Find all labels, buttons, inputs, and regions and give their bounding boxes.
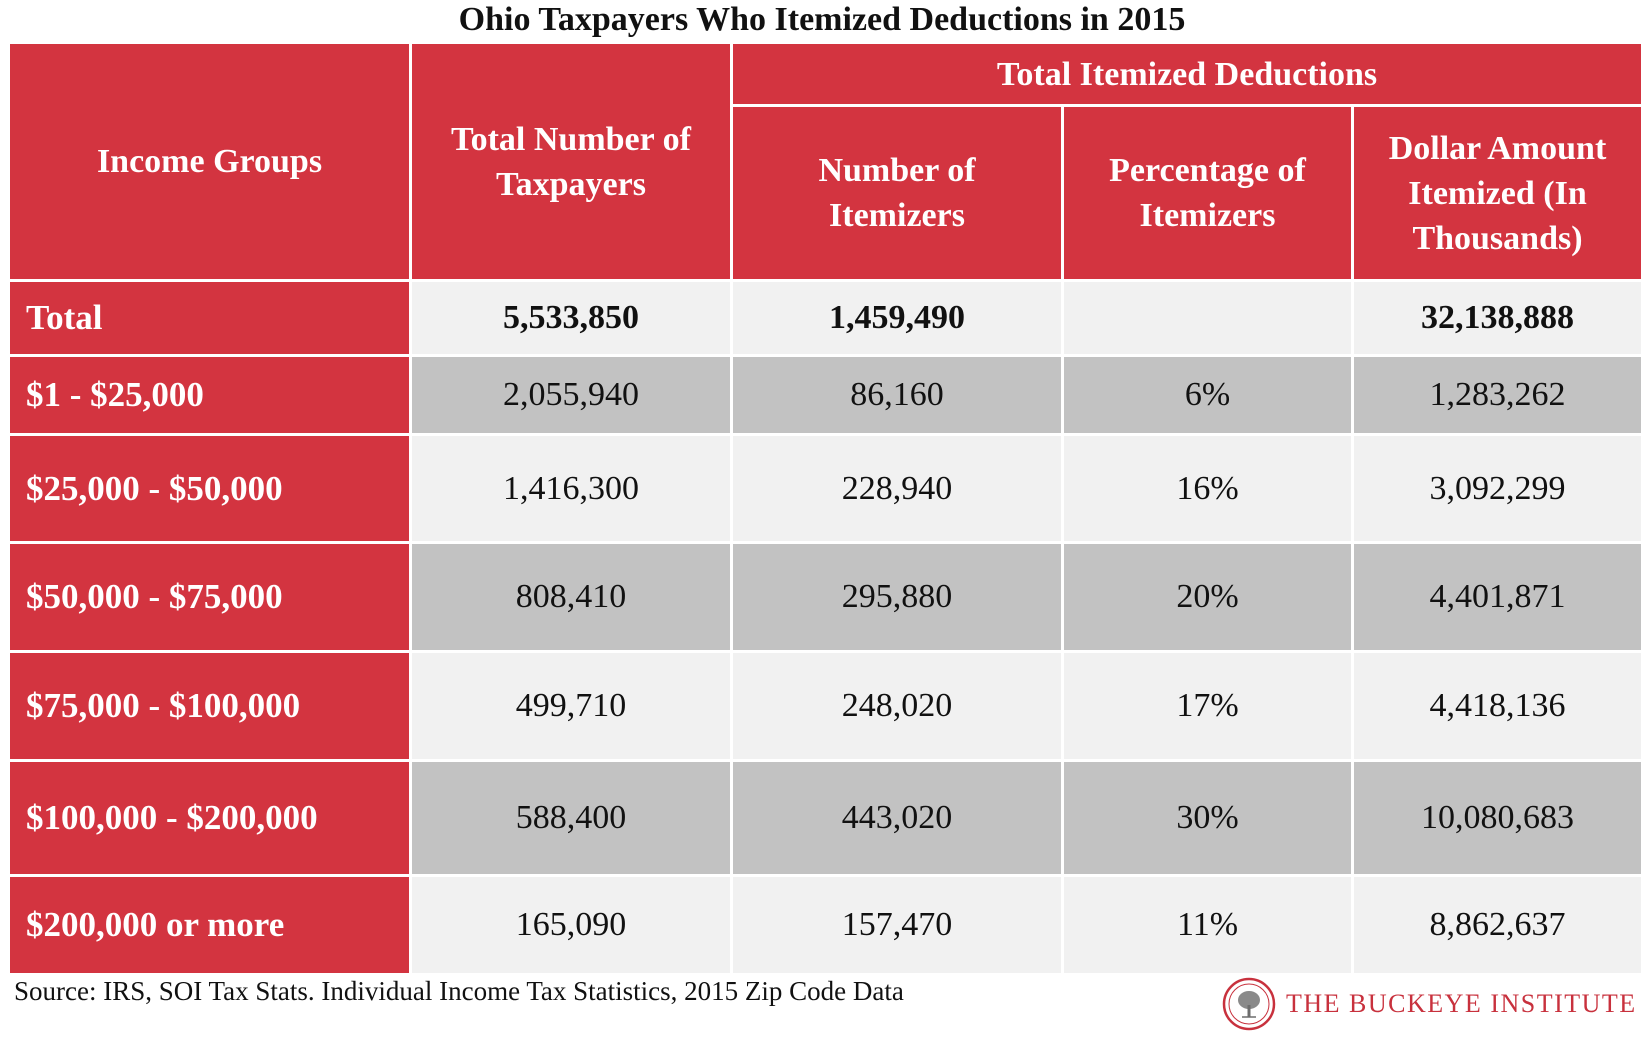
row-label-income-group: $50,000 - $75,000 (10, 544, 409, 650)
table-title: Ohio Taxpayers Who Itemized Deductions i… (458, 1, 1186, 38)
source-note: Source: IRS, SOI Tax Stats. Individual I… (14, 976, 904, 1006)
cell-itemizers: 295,880 (733, 544, 1061, 650)
cell-total-itemizers: 1,459,490 (733, 282, 1061, 354)
cell-taxpayers: 499,710 (412, 653, 730, 759)
cell-percent: 20% (1064, 544, 1351, 650)
cell-amount: 8,862,637 (1354, 877, 1641, 973)
cell-percent: 11% (1064, 877, 1351, 973)
cell-amount: 4,418,136 (1354, 653, 1641, 759)
cell-total-amount: 32,138,888 (1354, 282, 1641, 354)
cell-itemizers: 228,940 (733, 436, 1061, 541)
itemized-deductions-table: Income Groups Total Number of Taxpayers … (10, 44, 1641, 973)
cell-amount: 3,092,299 (1354, 436, 1641, 541)
cell-itemizers: 248,020 (733, 653, 1061, 759)
cell-amount: 1,283,262 (1354, 357, 1641, 433)
cell-amount: 4,401,871 (1354, 544, 1641, 650)
row-label-income-group: $200,000 or more (10, 877, 409, 973)
cell-itemizers: 86,160 (733, 357, 1061, 433)
cell-percent: 6% (1064, 357, 1351, 433)
cell-taxpayers: 1,416,300 (412, 436, 730, 541)
header-total-taxpayers: Total Number of Taxpayers (412, 44, 730, 279)
cell-total-percent (1064, 282, 1351, 354)
cell-itemizers: 157,470 (733, 877, 1061, 973)
header-percentage-of-itemizers: Percentage of Itemizers (1064, 107, 1351, 279)
row-label-income-group: $75,000 - $100,000 (10, 653, 409, 759)
row-label-income-group: $25,000 - $50,000 (10, 436, 409, 541)
cell-total-taxpayers: 5,533,850 (412, 282, 730, 354)
cell-percent: 16% (1064, 436, 1351, 541)
header-income-groups: Income Groups (10, 44, 409, 279)
cell-taxpayers: 165,090 (412, 877, 730, 973)
header-number-of-itemizers: Number of Itemizers (733, 107, 1061, 279)
buckeye-institute-logo: THE BUCKEYE INSTITUTE (1222, 974, 1637, 1034)
cell-percent: 17% (1064, 653, 1351, 759)
logo-text: THE BUCKEYE INSTITUTE (1286, 989, 1637, 1018)
row-label-total: Total (10, 282, 409, 354)
cell-taxpayers: 588,400 (412, 762, 730, 874)
row-label-income-group: $1 - $25,000 (10, 357, 409, 433)
cell-itemizers: 443,020 (733, 762, 1061, 874)
cell-taxpayers: 808,410 (412, 544, 730, 650)
cell-percent: 30% (1064, 762, 1351, 874)
row-label-income-group: $100,000 - $200,000 (10, 762, 409, 874)
header-dollar-amount-itemized: Dollar Amount Itemized (In Thousands) (1354, 107, 1641, 279)
cell-amount: 10,080,683 (1354, 762, 1641, 874)
header-total-itemized-deductions: Total Itemized Deductions (733, 44, 1641, 104)
tree-seal-icon (1222, 977, 1276, 1031)
cell-taxpayers: 2,055,940 (412, 357, 730, 433)
